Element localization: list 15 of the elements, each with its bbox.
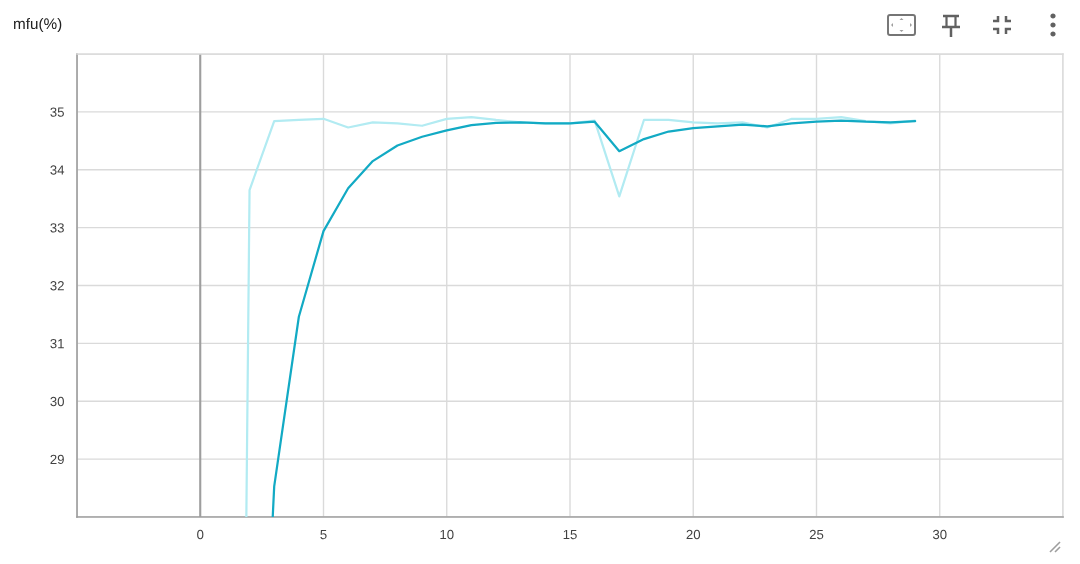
- y-tick-label: 30: [50, 396, 64, 407]
- y-tick-label: 33: [50, 223, 64, 233]
- y-tick-label: 29: [50, 454, 64, 465]
- x-tick-label: 10: [440, 529, 454, 540]
- x-tick-label: 5: [320, 529, 327, 540]
- x-tick-label: 20: [686, 529, 701, 540]
- x-tick-label: 25: [809, 529, 824, 540]
- x-tick-label: 30: [932, 529, 947, 540]
- chart-title: mfu(%): [14, 17, 62, 33]
- x-tick-label: 15: [563, 529, 577, 540]
- y-tick-label: 31: [50, 338, 64, 349]
- y-tick-label: 32: [50, 281, 64, 291]
- y-tick-label: 34: [50, 165, 65, 175]
- x-tick-label: 0: [197, 529, 204, 540]
- y-tick-label: 35: [50, 107, 64, 117]
